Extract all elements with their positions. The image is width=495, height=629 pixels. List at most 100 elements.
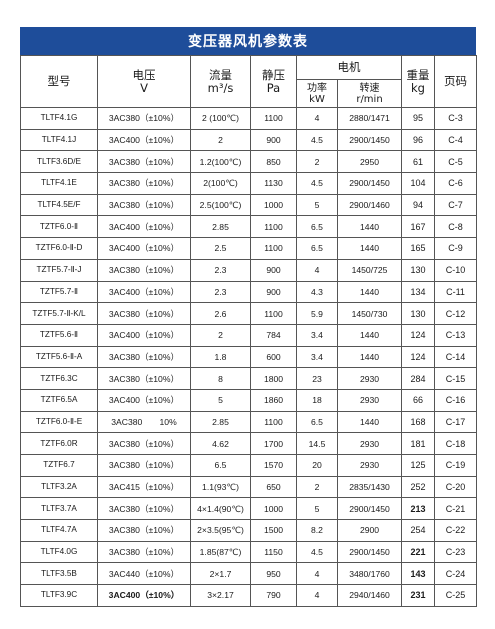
flow-cell: 2.3 bbox=[190, 280, 251, 304]
table-body: TLTF4.1G 3AC380（±10%） 2 (100℃) 1100 4 2880/14… bbox=[20, 107, 477, 607]
speed-cell: 3480/1760 bbox=[337, 562, 402, 586]
voltage-cell: 3AC380（±10%） bbox=[97, 432, 191, 455]
weight-cell: 124 bbox=[401, 323, 435, 347]
flow-cell: 5 bbox=[190, 388, 251, 412]
pressure-cell: 900 bbox=[250, 258, 297, 282]
table-row: TLTF4.0G 3AC380（±10%） 1.85(87℃) 1150 4.5 2900… bbox=[20, 540, 477, 564]
power-cell: 14.5 bbox=[296, 432, 338, 455]
voltage-cell: 3AC380（±10%） bbox=[97, 258, 191, 282]
page-cell: C-23 bbox=[434, 540, 477, 564]
weight-cell: 125 bbox=[401, 454, 435, 477]
table-row: TLTF4.1G 3AC380（±10%） 2 (100℃) 1100 4 2880/14… bbox=[20, 107, 477, 130]
flow-cell: 6.5 bbox=[190, 454, 251, 477]
flow-cell: 8 bbox=[190, 367, 251, 390]
flow-cell: 4×1.4(90℃) bbox=[190, 497, 251, 521]
flow-cell: 4.62 bbox=[190, 432, 251, 455]
header-page: 页码 bbox=[434, 55, 477, 108]
flow-cell: 2 bbox=[190, 128, 251, 152]
table-row: TLTF3.6D/E 3AC380（±10%） 1.2(100℃) 850 2 2950 6… bbox=[20, 150, 477, 174]
pressure-cell: 1130 bbox=[250, 172, 297, 195]
weight-cell: 124 bbox=[401, 345, 435, 369]
weight-cell: 165 bbox=[401, 237, 435, 260]
voltage-cell: 3AC380（±10%） bbox=[97, 519, 191, 542]
flow-cell: 2×3.5(95℃) bbox=[190, 519, 251, 542]
table-row: TLTF4.1E 3AC380（±10%） 2(100℃) 1130 4.5 2900/1… bbox=[20, 172, 477, 195]
speed-cell: 2900/1450 bbox=[337, 497, 402, 521]
pressure-cell: 784 bbox=[250, 323, 297, 347]
speed-cell: 1450/725 bbox=[337, 258, 402, 282]
voltage-cell: 3AC380（±10%） bbox=[97, 345, 191, 369]
table-row: TLTF4.1J 3AC400（±10%） 2 900 4.5 2900/1450 96 C-… bbox=[20, 128, 477, 152]
model-cell: TZTF6.0R bbox=[20, 432, 98, 455]
header-speed-unit: r/min bbox=[356, 93, 383, 105]
speed-cell: 2900/1450 bbox=[337, 540, 402, 564]
pressure-cell: 850 bbox=[250, 150, 297, 174]
flow-cell: 1.8 bbox=[190, 345, 251, 369]
weight-cell: 181 bbox=[401, 432, 435, 455]
model-cell: TZTF5.7-Ⅱ-J bbox=[20, 258, 98, 282]
model-cell: TZTF5.6-Ⅱ bbox=[20, 323, 98, 347]
model-cell: TLTF4.5E/F bbox=[20, 193, 98, 217]
header-weight: 重量 kg bbox=[401, 55, 435, 108]
page-cell: C-25 bbox=[434, 584, 477, 607]
header-flow-unit: m³/s bbox=[207, 80, 234, 95]
power-cell: 5 bbox=[296, 193, 338, 217]
page-cell: C-6 bbox=[434, 172, 477, 195]
model-cell: TLTF3.9C bbox=[20, 584, 98, 607]
weight-cell: 167 bbox=[401, 215, 435, 239]
pressure-cell: 1000 bbox=[250, 497, 297, 521]
page-cell: C-8 bbox=[434, 215, 477, 239]
model-cell: TZTF5.7-Ⅱ-K/L bbox=[20, 302, 98, 325]
table-row: TZTF5.7-Ⅱ 3AC400（±10%） 2.3 900 4.3 1440 134 C-1… bbox=[20, 280, 477, 304]
power-cell: 4.5 bbox=[296, 172, 338, 195]
power-cell: 2 bbox=[296, 475, 338, 499]
speed-cell: 1440 bbox=[337, 237, 402, 260]
header-speed-label: 转速 bbox=[359, 82, 380, 94]
table-row: TZTF6.3C 3AC380（±10%） 8 1800 23 2930 284 C-15 bbox=[20, 367, 477, 390]
pressure-cell: 1860 bbox=[250, 388, 297, 412]
speed-cell: 2900/1460 bbox=[337, 193, 402, 217]
page-cell: C-16 bbox=[434, 388, 477, 412]
pressure-cell: 1100 bbox=[250, 302, 297, 325]
model-cell: TLTF3.5B bbox=[20, 562, 98, 586]
flow-cell: 2.3 bbox=[190, 258, 251, 282]
power-cell: 4 bbox=[296, 107, 338, 130]
table-row: TLTF3.7A 3AC380（±10%） 4×1.4(90℃) 1000 5 2900/… bbox=[20, 497, 477, 521]
model-cell: TZTF5.6-Ⅱ-A bbox=[20, 345, 98, 369]
weight-cell: 221 bbox=[401, 540, 435, 564]
power-cell: 6.5 bbox=[296, 410, 338, 434]
power-cell: 5 bbox=[296, 497, 338, 521]
weight-cell: 213 bbox=[401, 497, 435, 521]
flow-cell: 2.5(100℃) bbox=[190, 193, 251, 217]
parameter-sheet: 变压器风机参数表 型号 电压 V 流量 m³/s bbox=[20, 27, 477, 607]
power-cell: 4 bbox=[296, 258, 338, 282]
page-cell: C-20 bbox=[434, 475, 477, 499]
pressure-cell: 1700 bbox=[250, 432, 297, 455]
model-cell: TZTF6.0-Ⅱ-E bbox=[20, 410, 98, 434]
page-cell: C-9 bbox=[434, 237, 477, 260]
table-row: TZTF6.5A 3AC400（±10%） 5 1860 18 2930 66 C-16 bbox=[20, 388, 477, 412]
speed-cell: 1440 bbox=[337, 345, 402, 369]
flow-cell: 2 bbox=[190, 323, 251, 347]
flow-cell: 2.5 bbox=[190, 237, 251, 260]
header-pressure: 静压 Pa bbox=[250, 55, 297, 108]
page-cell: C-4 bbox=[434, 128, 477, 152]
speed-cell: 1440 bbox=[337, 323, 402, 347]
voltage-cell: 3AC380（±10%） bbox=[97, 172, 191, 195]
pressure-cell: 1800 bbox=[250, 367, 297, 390]
voltage-cell: 3AC400（±10%） bbox=[97, 280, 191, 304]
model-cell: TZTF6.5A bbox=[20, 388, 98, 412]
power-cell: 6.5 bbox=[296, 237, 338, 260]
table-row: TLTF3.2A 3AC415（±10%） 1.1(93℃) 650 2 2835/143… bbox=[20, 475, 477, 499]
speed-cell: 2900/1450 bbox=[337, 128, 402, 152]
power-cell: 3.4 bbox=[296, 345, 338, 369]
header-power-label: 功率 bbox=[307, 82, 327, 94]
page-cell: C-15 bbox=[434, 367, 477, 390]
model-cell: TLTF3.6D/E bbox=[20, 150, 98, 174]
page-cell: C-22 bbox=[434, 519, 477, 542]
voltage-cell: 3AC380（±10%） bbox=[97, 302, 191, 325]
power-cell: 4 bbox=[296, 584, 338, 607]
flow-cell: 1.1(93℃) bbox=[190, 475, 251, 499]
weight-cell: 231 bbox=[401, 584, 435, 607]
flow-cell: 2.6 bbox=[190, 302, 251, 325]
